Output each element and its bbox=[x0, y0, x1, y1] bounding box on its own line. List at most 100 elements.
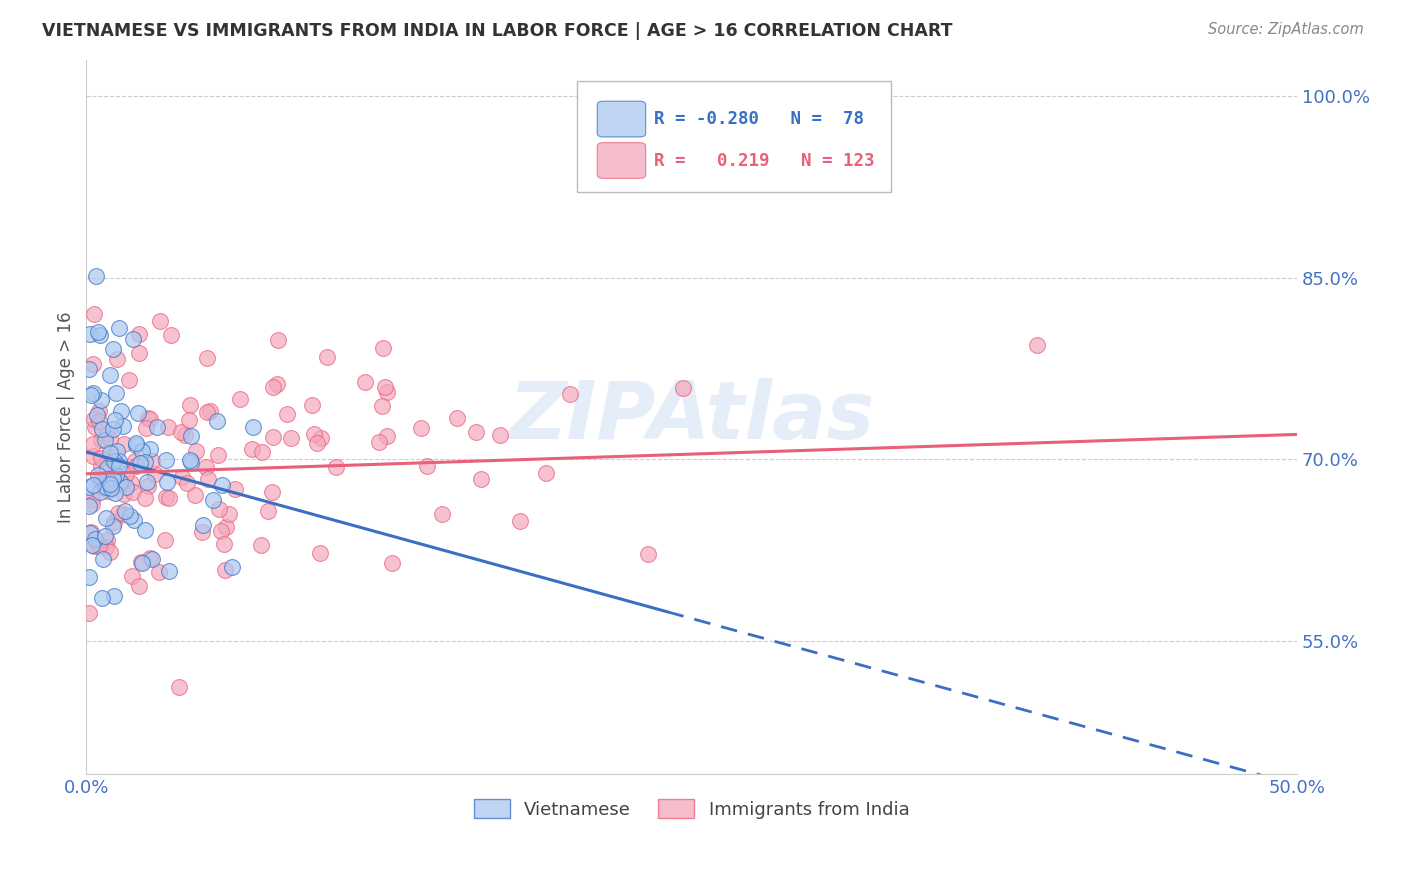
Point bbox=[96, 472, 118, 486]
Point bbox=[112, 437, 135, 451]
Point bbox=[128, 346, 150, 360]
Point bbox=[179, 452, 201, 467]
Point bbox=[114, 503, 136, 517]
Point bbox=[416, 459, 439, 474]
Point bbox=[135, 475, 157, 490]
Point bbox=[309, 432, 332, 446]
Point bbox=[110, 403, 132, 417]
Point bbox=[96, 460, 118, 475]
Point bbox=[375, 429, 398, 443]
Point bbox=[127, 406, 149, 420]
Point bbox=[221, 560, 243, 574]
Point bbox=[558, 387, 581, 401]
Point bbox=[83, 306, 105, 320]
Point bbox=[90, 392, 112, 407]
Point bbox=[139, 442, 162, 457]
Point bbox=[79, 326, 101, 341]
Point bbox=[432, 507, 454, 521]
Point bbox=[105, 467, 128, 482]
Point bbox=[134, 455, 156, 469]
Point bbox=[205, 414, 228, 428]
Point bbox=[180, 454, 202, 468]
Point bbox=[354, 376, 377, 390]
Point bbox=[82, 437, 104, 451]
Point bbox=[125, 436, 148, 450]
Text: Source: ZipAtlas.com: Source: ZipAtlas.com bbox=[1208, 22, 1364, 37]
Point bbox=[262, 430, 284, 444]
Point bbox=[86, 325, 108, 339]
Point bbox=[112, 419, 135, 434]
Point bbox=[371, 399, 394, 413]
Point bbox=[105, 443, 128, 458]
Point bbox=[260, 484, 283, 499]
Point bbox=[167, 680, 190, 694]
Point bbox=[94, 541, 117, 555]
Point bbox=[97, 483, 120, 498]
Point bbox=[124, 454, 146, 468]
Point bbox=[82, 497, 104, 511]
Point bbox=[94, 511, 117, 525]
Point bbox=[191, 518, 214, 533]
Point bbox=[98, 477, 121, 491]
Point bbox=[262, 380, 284, 394]
Point bbox=[536, 466, 558, 480]
Point bbox=[229, 392, 252, 407]
Point bbox=[470, 471, 492, 485]
Point bbox=[267, 333, 290, 347]
Point bbox=[212, 537, 235, 551]
Point bbox=[305, 436, 328, 450]
Point bbox=[195, 351, 218, 366]
Point bbox=[77, 570, 100, 584]
Point bbox=[101, 342, 124, 356]
Point bbox=[148, 565, 170, 579]
Point bbox=[280, 431, 302, 445]
Point bbox=[374, 380, 396, 394]
Point bbox=[108, 475, 131, 489]
Point bbox=[136, 479, 159, 493]
Point bbox=[129, 555, 152, 569]
Point bbox=[100, 471, 122, 485]
Point bbox=[91, 591, 114, 605]
Point bbox=[91, 552, 114, 566]
Legend: Vietnamese, Immigrants from India: Vietnamese, Immigrants from India bbox=[467, 792, 917, 826]
Point bbox=[135, 421, 157, 435]
Point bbox=[179, 413, 201, 427]
Point bbox=[155, 475, 177, 489]
Point bbox=[159, 328, 181, 343]
Point bbox=[87, 539, 110, 553]
Point bbox=[240, 442, 263, 456]
Point bbox=[184, 488, 207, 502]
Point bbox=[155, 490, 177, 504]
Point bbox=[77, 362, 100, 376]
Point bbox=[93, 529, 115, 543]
Point bbox=[509, 514, 531, 528]
Point bbox=[141, 454, 163, 468]
Point bbox=[153, 533, 176, 548]
Text: ZIPAtlas: ZIPAtlas bbox=[509, 378, 875, 456]
Point bbox=[121, 568, 143, 582]
Point bbox=[118, 374, 141, 388]
Point bbox=[309, 546, 332, 560]
Point bbox=[179, 398, 201, 412]
Point bbox=[77, 606, 100, 620]
Point bbox=[82, 357, 104, 371]
Point bbox=[218, 508, 240, 522]
Point bbox=[82, 477, 104, 491]
Point bbox=[139, 412, 162, 426]
Point bbox=[446, 411, 468, 425]
Point bbox=[86, 409, 108, 423]
Point bbox=[90, 450, 112, 465]
Point bbox=[211, 477, 233, 491]
Point bbox=[128, 326, 150, 341]
Point bbox=[82, 386, 104, 401]
Point bbox=[89, 485, 111, 500]
Point bbox=[409, 421, 432, 435]
Point bbox=[489, 428, 512, 442]
Point bbox=[250, 538, 273, 552]
Point bbox=[115, 480, 138, 494]
Point bbox=[224, 482, 246, 496]
Point bbox=[671, 381, 693, 395]
Text: R =   0.219   N = 123: R = 0.219 N = 123 bbox=[654, 152, 875, 169]
Point bbox=[98, 446, 121, 460]
Point bbox=[120, 508, 142, 523]
